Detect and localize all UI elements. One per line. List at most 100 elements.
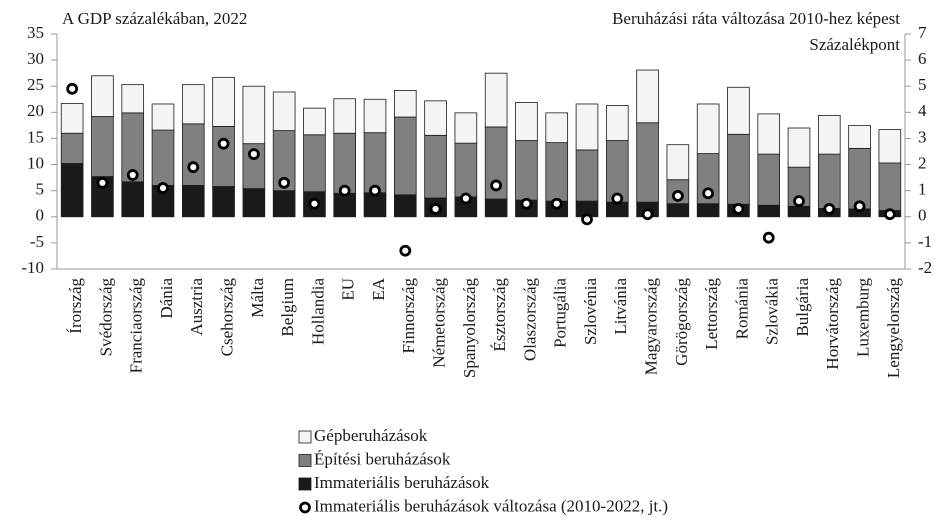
y-tick-label: 10 (27, 153, 44, 172)
x-tick-label: Szlovénia (581, 278, 600, 345)
y2-tick-label: 2 (918, 153, 927, 172)
bar-segment (727, 86, 750, 135)
x-tick-label: Horvátország (823, 278, 842, 370)
bar-segment (91, 116, 114, 177)
bar-segment (424, 100, 447, 136)
bar-segment (575, 103, 599, 151)
y2-tick-label: -1 (918, 232, 932, 251)
x-tick-label: Szlovákia (763, 278, 782, 345)
scatter-point (823, 203, 836, 215)
x-tick-label: Görögország (672, 278, 691, 366)
scatter-point (793, 195, 805, 208)
y-tick-label: 25 (27, 75, 44, 94)
x-tick-label: Málta (248, 278, 267, 318)
x-tick-label: Lettország (702, 278, 721, 350)
x-tick-label: Lengyelország (884, 278, 903, 379)
bar-segment (121, 84, 145, 114)
y2-tick-label: 1 (918, 180, 927, 199)
y-tick-label: 15 (27, 127, 44, 146)
bar-segment (848, 147, 871, 210)
legend-marker (298, 454, 312, 467)
bar-segment (696, 203, 720, 218)
y-tick-label: -10 (21, 258, 44, 277)
scatter-point (702, 187, 715, 200)
bar-segment (817, 115, 841, 155)
bar-segment (333, 98, 357, 134)
bar-segment (787, 205, 811, 218)
bar-segment (60, 163, 84, 218)
bar-segment (878, 129, 902, 164)
scatter-point (66, 82, 79, 95)
scatter-point (369, 184, 381, 197)
scatter-point (157, 182, 169, 194)
legend-label: Gépberuházások (314, 426, 428, 445)
bar-segment (696, 103, 720, 154)
bar-segment (484, 198, 508, 218)
scatter-point (490, 179, 503, 192)
x-tick-label: Hollandia (308, 278, 327, 345)
bar-segment (666, 144, 690, 181)
bar-segment (212, 186, 235, 218)
x-tick-label: Litvánia (611, 278, 630, 335)
bar-segment (60, 103, 84, 134)
scatter-point (429, 203, 442, 215)
legend-label: Építési beruházások (314, 449, 451, 468)
bar-segment (848, 124, 871, 149)
x-tick-label: EU (339, 278, 358, 301)
bar-segment (151, 103, 175, 131)
bar-segment (242, 85, 266, 145)
legend-label: Immateriális beruházások (314, 473, 490, 492)
x-tick-label: Ausztria (187, 278, 206, 336)
bar-segment (545, 112, 569, 144)
x-tick-label: Luxemburg (853, 278, 872, 358)
scatter-point (126, 169, 139, 181)
scatter-point (550, 197, 563, 210)
bar-segment (636, 69, 659, 124)
x-tick-label: Franciaország (127, 278, 146, 374)
bar-segment (242, 188, 266, 218)
x-tick-label: Csehország (217, 278, 236, 357)
scatter-point (96, 176, 109, 189)
x-tick-label: Olaszország (520, 278, 539, 362)
y2-axis-title: Beruházási ráta változása 2010-hez képes… (612, 9, 900, 28)
scatter-point (459, 192, 472, 205)
scatter-point (217, 137, 230, 150)
y2-tick-label: -2 (918, 258, 932, 277)
y2-tick-label: 5 (918, 75, 927, 94)
legend-label: Immateriális beruházások változása (2010… (314, 496, 668, 515)
bar-segment (333, 132, 357, 194)
scatter-point (187, 161, 200, 174)
x-tick-label: Írország (66, 278, 85, 334)
bar-segment (363, 132, 387, 194)
scatter-point (671, 189, 684, 202)
bar-segment (91, 75, 114, 117)
bar-segment (787, 127, 811, 168)
y-tick-label: 30 (27, 49, 44, 68)
x-tick-label: EA (369, 277, 388, 300)
scatter-point (611, 192, 624, 205)
legend-marker (299, 501, 311, 514)
y-tick-label: 20 (27, 101, 44, 120)
scatter-point (278, 176, 291, 189)
bar-segment (151, 129, 175, 186)
bar-segment (272, 190, 296, 218)
bar-segment (121, 181, 145, 218)
y2-tick-label: 7 (918, 23, 927, 42)
bar-segment (212, 76, 235, 127)
bar-segment (393, 90, 417, 118)
bar-segment (393, 116, 417, 196)
bar-segment (757, 204, 781, 218)
bar-segment (515, 140, 538, 201)
bar-segment (212, 126, 235, 187)
bar-segment (303, 134, 326, 193)
bar-segment (575, 149, 599, 202)
scatter-point (338, 184, 351, 197)
bar-segment (181, 84, 205, 125)
x-tick-label: Dánia (157, 278, 176, 319)
bar-segment (181, 185, 205, 218)
y2-tick-label: 0 (918, 206, 927, 225)
bar-segment (363, 98, 387, 134)
bar-segment (272, 91, 296, 132)
y-tick-label: 5 (36, 180, 45, 199)
bar-segment (636, 122, 659, 203)
